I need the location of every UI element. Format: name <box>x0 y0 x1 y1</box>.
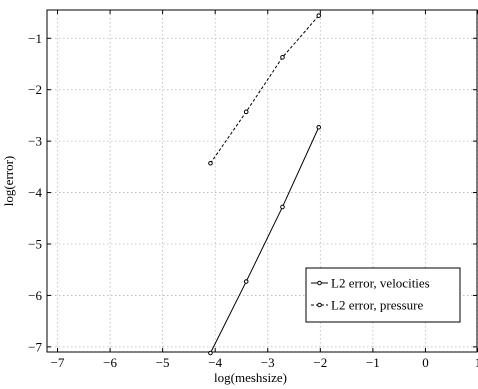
series-2-point <box>243 109 249 115</box>
legend-box <box>305 267 461 323</box>
series-group <box>208 13 322 356</box>
series-2-point <box>208 160 213 166</box>
legend-label-1: L2 error, velocities <box>331 276 430 291</box>
y-tick-label: −3 <box>28 134 42 149</box>
series-2-point <box>280 55 285 60</box>
x-tick-label: −4 <box>208 355 222 370</box>
y-tick-label: −5 <box>28 237 42 252</box>
axes: −7 −6 −5 −4 −3 −2 −1 0 1 −7 −6 −5 −4 −3 −2 −1 <box>28 10 478 370</box>
legend: L2 error, velocities L2 error, pressure <box>305 267 461 323</box>
series-line-1 <box>210 127 320 354</box>
series-2-point <box>316 13 322 18</box>
x-tick-label: 1 <box>475 355 478 370</box>
y-tick-label: −2 <box>28 82 42 97</box>
y-axis-label: log(error) <box>1 156 16 207</box>
x-axis-label: log(meshsize) <box>214 370 287 385</box>
series-1-point <box>280 204 285 210</box>
x-tick-label: 0 <box>422 355 429 370</box>
y-tick-label: −7 <box>28 339 42 354</box>
y-tick-label: −6 <box>28 288 42 303</box>
series-1-point <box>316 124 322 130</box>
x-tick-label: −6 <box>103 355 117 370</box>
y-tick-label: −1 <box>28 31 42 46</box>
series-1-point <box>208 350 213 356</box>
legend-label-2: L2 error, pressure <box>331 298 423 313</box>
legend-marker-1 <box>317 280 322 286</box>
x-tick-label: −2 <box>313 355 327 370</box>
x-tick-label: −7 <box>51 355 65 370</box>
legend-marker-2 <box>317 302 322 308</box>
series-1-point <box>243 279 249 284</box>
x-tick-label: −1 <box>366 355 380 370</box>
series-line-2 <box>210 15 320 164</box>
x-tick-label: −3 <box>261 355 275 370</box>
y-tick-label: −4 <box>28 185 42 200</box>
x-tick-label: −5 <box>156 355 170 370</box>
